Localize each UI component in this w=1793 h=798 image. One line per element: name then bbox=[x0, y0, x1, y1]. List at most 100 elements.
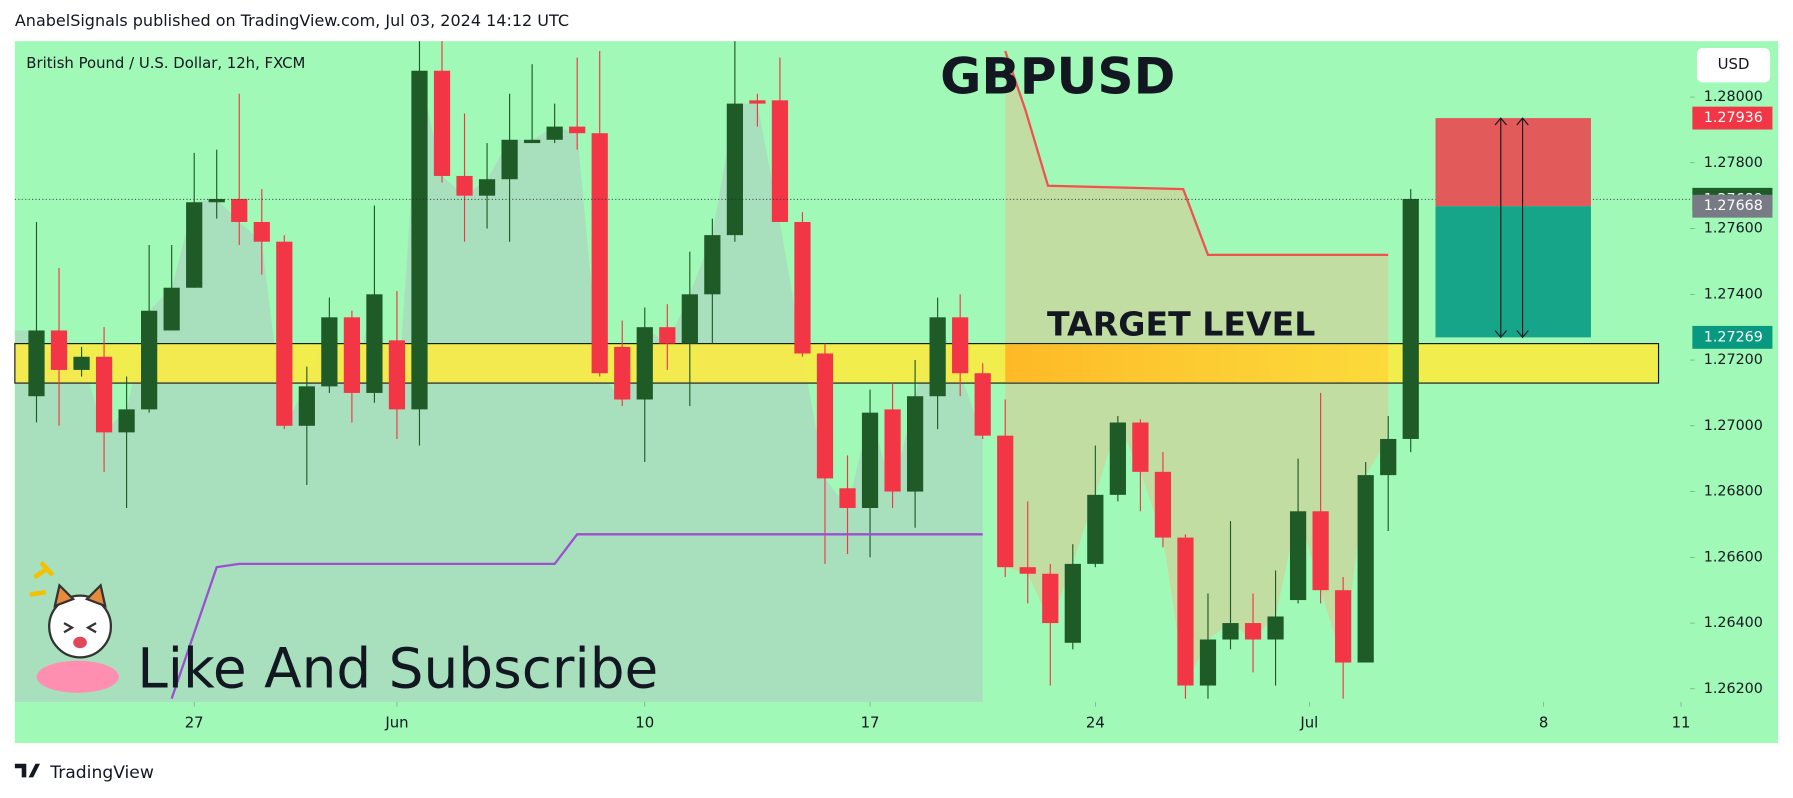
candle-body bbox=[253, 221, 270, 242]
brand-name: TradingView bbox=[49, 763, 154, 783]
candle-body bbox=[569, 126, 586, 134]
candle-body bbox=[231, 198, 248, 222]
price-label: 1.27936 bbox=[1704, 110, 1763, 126]
price-label-box bbox=[1692, 325, 1773, 349]
sticker-eyes bbox=[63, 622, 97, 634]
price-label: 1.27668 bbox=[1704, 198, 1763, 214]
candle-body bbox=[1154, 471, 1172, 538]
brand-logo bbox=[14, 763, 41, 778]
candle-body bbox=[141, 310, 158, 410]
candle-body bbox=[50, 330, 68, 370]
candle-body bbox=[343, 317, 361, 393]
currency-label[interactable]: USD bbox=[1718, 55, 1750, 73]
candle-body bbox=[478, 179, 496, 196]
candle-body bbox=[1357, 475, 1374, 663]
candle-body bbox=[1267, 616, 1284, 640]
candle-body bbox=[906, 396, 924, 492]
x-tick-label: Jul bbox=[1299, 714, 1318, 732]
target-zone-highlight bbox=[1005, 344, 1389, 382]
candle-body bbox=[794, 221, 811, 354]
x-tick-label: 11 bbox=[1672, 714, 1691, 732]
candle-body bbox=[974, 373, 991, 436]
x-tick-label: 8 bbox=[1539, 714, 1548, 732]
candle-body bbox=[1335, 590, 1352, 663]
candle-body bbox=[456, 175, 473, 196]
candle-body bbox=[614, 346, 631, 400]
sticker-sparks bbox=[29, 560, 55, 597]
x-tick-label: 27 bbox=[185, 714, 204, 732]
candle-body bbox=[839, 488, 856, 508]
candle-body bbox=[208, 198, 225, 203]
x-tick-label: 24 bbox=[1086, 714, 1105, 732]
y-tick-label: 1.27000 bbox=[1704, 418, 1763, 434]
candle-body bbox=[118, 409, 135, 433]
candle-body bbox=[681, 294, 698, 344]
candle-body bbox=[884, 409, 901, 492]
candle-body bbox=[95, 356, 113, 433]
sticker-body bbox=[36, 660, 119, 693]
candle-body bbox=[704, 235, 721, 295]
candle-body bbox=[1087, 494, 1104, 564]
candle-body bbox=[659, 327, 676, 344]
price-label-box bbox=[1692, 194, 1773, 218]
candle-body bbox=[591, 133, 608, 374]
candle-body bbox=[388, 340, 406, 410]
candle-body bbox=[771, 100, 789, 222]
candle-body bbox=[298, 386, 315, 426]
indicator-line bbox=[1004, 50, 1389, 256]
candle-body bbox=[1380, 438, 1397, 476]
candle-body bbox=[28, 330, 45, 397]
candle-body bbox=[749, 100, 766, 104]
x-tick-label: 10 bbox=[635, 714, 654, 732]
candle-body bbox=[1177, 537, 1194, 686]
y-tick-label: 1.27200 bbox=[1704, 352, 1763, 368]
candle-body bbox=[1064, 563, 1081, 643]
y-tick-label: 1.26400 bbox=[1704, 615, 1763, 631]
logo-mark bbox=[14, 763, 41, 778]
target-box bbox=[1435, 206, 1591, 338]
y-tick-label: 1.27400 bbox=[1704, 286, 1763, 302]
candle-body bbox=[1042, 573, 1059, 624]
candle-body bbox=[321, 317, 338, 387]
candle-body bbox=[501, 139, 518, 180]
candle-body bbox=[952, 317, 969, 374]
candle-body bbox=[1222, 623, 1239, 640]
candle-body bbox=[1199, 639, 1217, 686]
y-tick-label: 1.27800 bbox=[1704, 155, 1763, 171]
y-tick-label: 1.28000 bbox=[1704, 89, 1763, 105]
subscribe-annotation: Like And Subscribe bbox=[137, 636, 658, 700]
candle-body bbox=[1402, 198, 1419, 439]
candle-body bbox=[1019, 567, 1036, 574]
candle-body bbox=[524, 139, 541, 144]
candle-body bbox=[1244, 623, 1262, 640]
candle-body bbox=[636, 327, 653, 400]
overlay-layer bbox=[14, 50, 1691, 700]
candle-body bbox=[861, 412, 879, 508]
candle-body bbox=[1109, 422, 1126, 495]
price-label: 1.27269 bbox=[1704, 329, 1763, 345]
candle-body bbox=[411, 70, 428, 410]
y-tick-label: 1.26600 bbox=[1704, 549, 1763, 565]
sticker bbox=[29, 560, 119, 693]
candle-body bbox=[1312, 511, 1329, 591]
y-tick-label: 1.26800 bbox=[1704, 484, 1763, 500]
sticker-mouth bbox=[73, 636, 87, 649]
y-tick-label: 1.26200 bbox=[1704, 681, 1763, 697]
candle-body bbox=[73, 356, 90, 370]
currency-box[interactable] bbox=[1696, 48, 1771, 83]
publish-header: AnabelSignals published on TradingView.c… bbox=[15, 11, 569, 30]
price-label-box bbox=[1692, 106, 1773, 130]
candle-body bbox=[546, 126, 563, 140]
candles-layer bbox=[28, 41, 1419, 699]
chart-title: GBPUSD bbox=[940, 47, 1175, 106]
candle-body bbox=[726, 103, 743, 236]
candle-body bbox=[1289, 511, 1307, 601]
candle-body bbox=[997, 435, 1014, 568]
arrow-head bbox=[1516, 117, 1529, 339]
candle-body bbox=[433, 70, 451, 176]
y-tick-label: 1.27600 bbox=[1704, 221, 1763, 237]
x-tick-label: 17 bbox=[861, 714, 880, 732]
target-annotation: TARGET LEVEL bbox=[1047, 304, 1315, 343]
symbol-legend: British Pound / U.S. Dollar, 12h, FXCM bbox=[26, 54, 305, 72]
